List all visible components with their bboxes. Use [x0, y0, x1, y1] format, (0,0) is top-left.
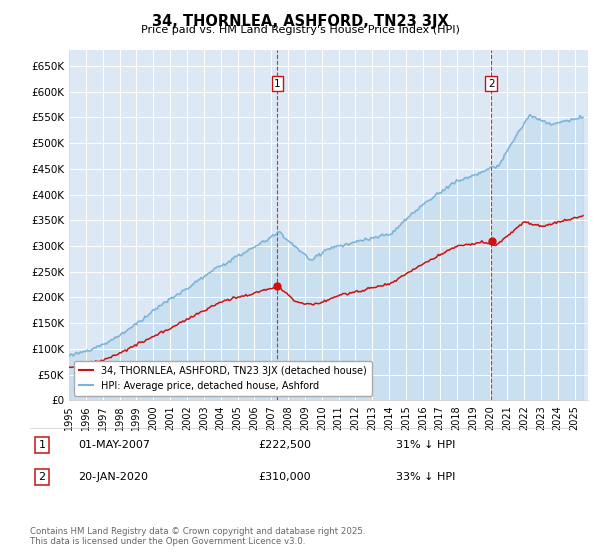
Text: 31% ↓ HPI: 31% ↓ HPI — [396, 440, 455, 450]
Text: 2: 2 — [488, 78, 494, 88]
Text: £222,500: £222,500 — [258, 440, 311, 450]
Text: 33% ↓ HPI: 33% ↓ HPI — [396, 472, 455, 482]
Text: 2: 2 — [38, 472, 46, 482]
Text: 34, THORNLEA, ASHFORD, TN23 3JX: 34, THORNLEA, ASHFORD, TN23 3JX — [152, 14, 448, 29]
Text: 1: 1 — [274, 78, 281, 88]
Text: 01-MAY-2007: 01-MAY-2007 — [78, 440, 150, 450]
Text: Price paid vs. HM Land Registry's House Price Index (HPI): Price paid vs. HM Land Registry's House … — [140, 25, 460, 35]
Text: Contains HM Land Registry data © Crown copyright and database right 2025.
This d: Contains HM Land Registry data © Crown c… — [30, 526, 365, 546]
Text: 20-JAN-2020: 20-JAN-2020 — [78, 472, 148, 482]
Text: £310,000: £310,000 — [258, 472, 311, 482]
Text: 1: 1 — [38, 440, 46, 450]
Legend: 34, THORNLEA, ASHFORD, TN23 3JX (detached house), HPI: Average price, detached h: 34, THORNLEA, ASHFORD, TN23 3JX (detache… — [74, 361, 371, 395]
